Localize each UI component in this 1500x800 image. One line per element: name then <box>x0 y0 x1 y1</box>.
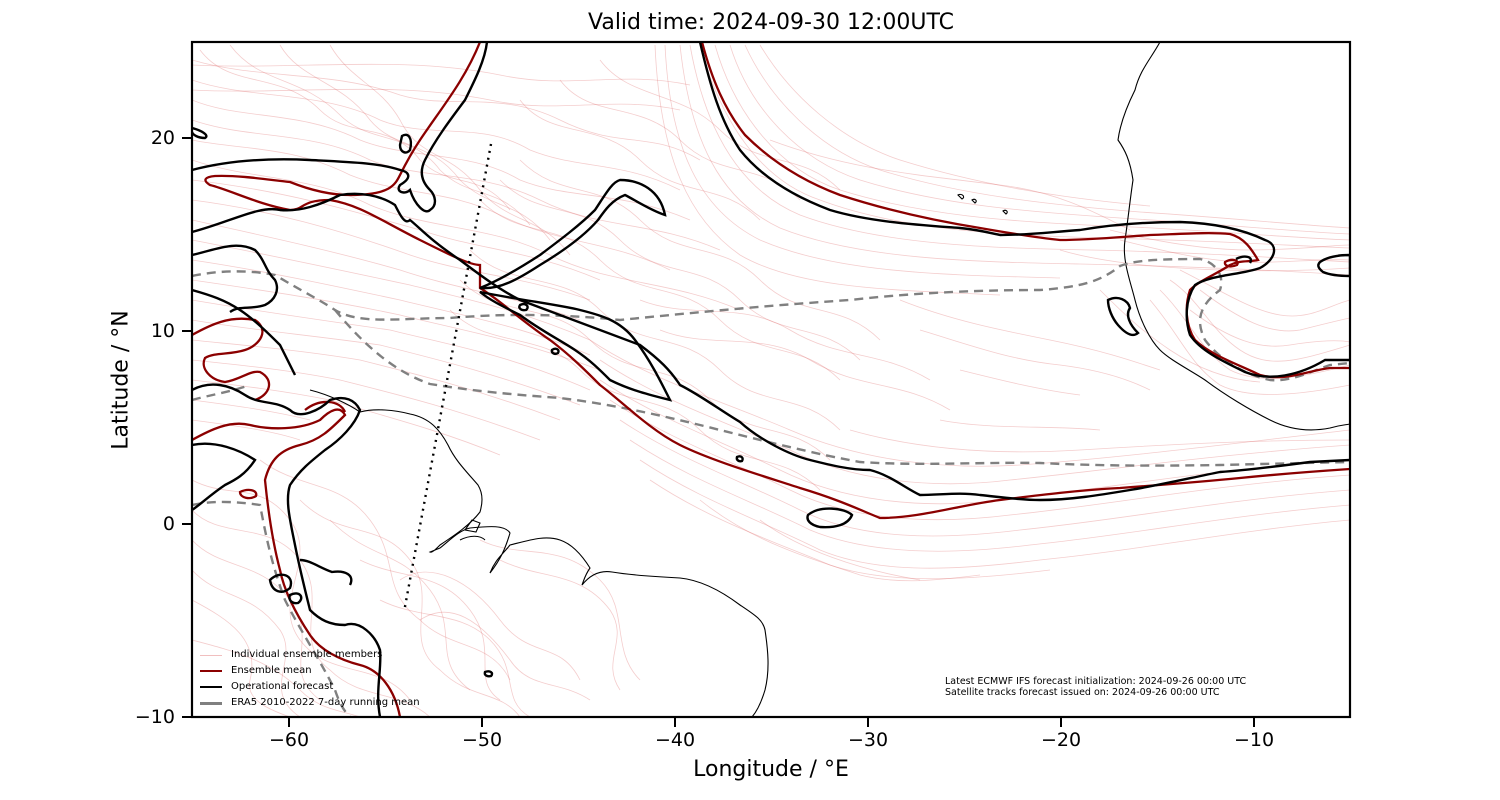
legend-item-ensemble-members: Individual ensemble members <box>200 647 420 663</box>
operational-forecast <box>192 42 1350 717</box>
x-tick-label: −40 <box>654 729 696 751</box>
y-tick-label: −10 <box>134 706 175 728</box>
legend-item-era5: ERA5 2010-2022 7-day running mean <box>200 695 420 711</box>
legend-item-ensemble-mean: Ensemble mean <box>200 663 420 679</box>
ensemble-members <box>192 44 1350 717</box>
legend-swatch <box>200 686 222 688</box>
y-axis-label: Latitude / °N <box>108 310 134 450</box>
y-tick-marks <box>182 137 192 718</box>
x-tick-label: −50 <box>461 729 503 751</box>
x-axis-label: Longitude / °E <box>693 757 849 782</box>
map-content <box>192 42 1350 717</box>
y-tick-label: 0 <box>162 513 175 535</box>
legend-swatch <box>200 654 222 656</box>
track-issue-text: Satellite tracks forecast issued on: 202… <box>945 686 1220 698</box>
legend: Individual ensemble members Ensemble mea… <box>200 647 420 711</box>
forecast-info-note: Latest ECMWF IFS forecast initialization… <box>945 676 1247 698</box>
ensemble-mean <box>192 42 1350 717</box>
legend-item-operational-forecast: Operational forecast <box>200 679 420 695</box>
coastlines <box>309 42 1350 717</box>
y-tick-label: 10 <box>150 320 175 342</box>
x-tick-label: −20 <box>1040 729 1082 751</box>
legend-label: ERA5 2010-2022 7-day running mean <box>231 697 420 708</box>
init-time-text: Latest ECMWF IFS forecast initialization… <box>945 676 1247 687</box>
x-tick-label: −30 <box>847 729 889 751</box>
x-tick-marks <box>288 717 1255 727</box>
legend-label: Operational forecast <box>231 681 334 692</box>
legend-label: Individual ensemble members <box>231 649 383 660</box>
legend-swatch <box>200 670 222 672</box>
x-tick-label: −60 <box>268 729 310 751</box>
axes-frame <box>190 40 1352 719</box>
y-tick-label: 20 <box>150 127 175 149</box>
era5-mean <box>192 257 1350 717</box>
satellite-track <box>402 143 493 613</box>
chart-title: Valid time: 2024-09-30 12:00UTC <box>588 10 954 35</box>
x-tick-label: −10 <box>1233 729 1275 751</box>
legend-label: Ensemble mean <box>231 665 312 676</box>
legend-swatch <box>200 701 222 705</box>
